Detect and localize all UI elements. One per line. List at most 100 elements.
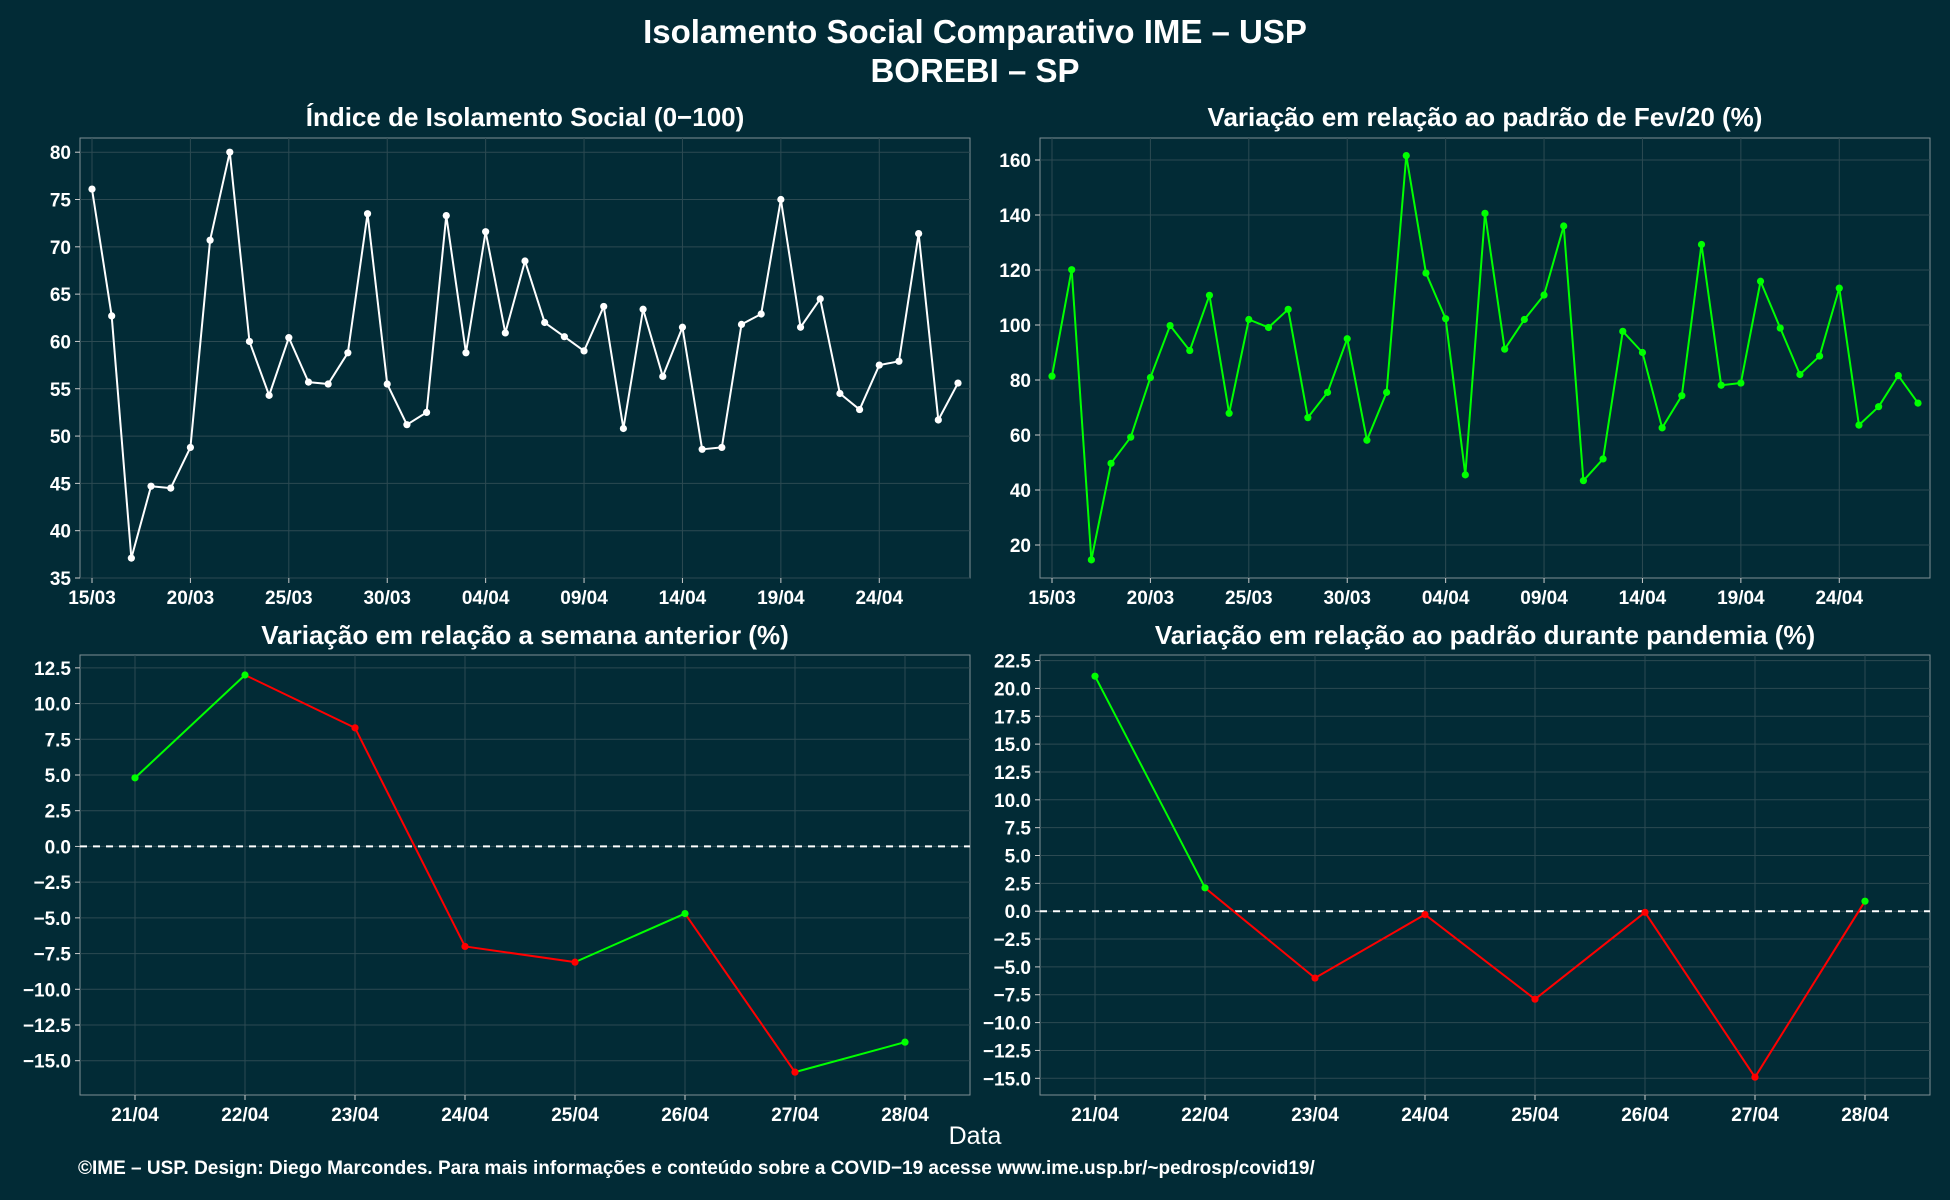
data-point	[1815, 352, 1824, 360]
y-tick-label: 80	[1010, 371, 1031, 392]
data-point	[285, 334, 293, 342]
y-tick-label: 60	[50, 332, 71, 353]
series-line-segment	[1661, 395, 1683, 429]
data-point	[1531, 995, 1539, 1003]
series-line-segment	[1129, 377, 1152, 438]
x-tick-label: 30/03	[1323, 588, 1371, 609]
plot-area-feb-variation	[1039, 137, 1931, 579]
data-point	[1323, 388, 1332, 396]
figure-title: Isolamento Social Comparativo IME – USP	[643, 13, 1307, 50]
data-point	[1751, 1073, 1759, 1081]
data-point	[442, 211, 450, 220]
data-point	[541, 318, 549, 327]
data-point	[226, 148, 234, 156]
data-point	[954, 379, 962, 387]
data-point	[206, 236, 214, 244]
data-point	[1776, 324, 1784, 332]
series-line-segment	[1314, 913, 1426, 979]
plot-area-pandemic-variation	[1039, 654, 1931, 1096]
series-line-segment	[1149, 325, 1172, 378]
y-tick-label: 7.5	[45, 730, 72, 751]
footer-credit: ©IME – USP. Design: Diego Marcondes. Par…	[78, 1158, 1315, 1179]
data-point	[1641, 908, 1649, 916]
series-line-segment	[1405, 155, 1427, 274]
x-tick-label: 26/04	[1621, 1105, 1669, 1126]
series-line-segment	[386, 383, 408, 426]
data-point	[1146, 373, 1155, 382]
series-line-segment	[1818, 287, 1841, 357]
x-tick-label: 20/03	[167, 588, 215, 609]
y-tick-label: 45	[50, 474, 72, 495]
series-line-segment	[858, 364, 881, 410]
y-tick-label: 2.5	[1005, 874, 1032, 895]
y-tick-label: −15.0	[983, 1069, 1031, 1090]
series-line-segment	[1754, 900, 1866, 1078]
data-point	[836, 389, 844, 398]
data-point	[304, 378, 313, 386]
data-point	[1461, 471, 1469, 479]
x-tick-label: 25/04	[551, 1105, 599, 1126]
x-tick-label: 27/04	[1731, 1105, 1779, 1126]
data-point	[1501, 345, 1509, 353]
y-tick-label: 140	[999, 206, 1031, 227]
series-line-segment	[1287, 309, 1309, 418]
series-line-segment	[937, 382, 959, 421]
series-line-segment	[1425, 272, 1447, 320]
series-line-segment	[1644, 911, 1756, 1078]
data-point	[167, 484, 175, 492]
series-line-segment	[169, 446, 192, 489]
data-point	[1087, 556, 1095, 564]
data-point	[915, 229, 923, 238]
series-line-segment	[1169, 324, 1191, 352]
y-tick-label: −5.0	[993, 958, 1031, 979]
data-point	[1304, 414, 1312, 422]
data-point	[1186, 346, 1194, 355]
y-tick-label: 35	[50, 569, 72, 590]
data-point	[1914, 399, 1922, 407]
y-tick-label: 7.5	[1005, 819, 1032, 840]
series-line-segment	[524, 260, 546, 323]
x-tick-label: 28/04	[881, 1105, 929, 1126]
y-tick-label: 0.0	[45, 837, 71, 858]
x-tick-label: 22/04	[1181, 1105, 1229, 1126]
data-point	[351, 724, 359, 732]
series-line-segment	[839, 392, 861, 411]
series-line-segment	[1680, 244, 1703, 396]
data-point	[1540, 291, 1548, 299]
data-point	[1599, 455, 1607, 463]
data-point	[1442, 315, 1450, 323]
series-line-segment	[1204, 887, 1316, 979]
series-line-segment	[1484, 213, 1506, 350]
series-line-segment	[244, 674, 356, 729]
x-tick-label: 14/04	[659, 588, 707, 609]
series-line-segment	[1070, 269, 1093, 560]
data-point	[265, 391, 273, 399]
x-tick-label: 15/03	[1028, 588, 1076, 609]
y-tick-label: 60	[1010, 426, 1031, 447]
data-point	[461, 942, 469, 951]
panel-title-feb-variation: Variação em relação ao padrão de Fev/20 …	[1207, 102, 1763, 132]
data-point	[934, 416, 942, 424]
series-line-segment	[287, 337, 310, 383]
series-line-segment	[819, 298, 841, 394]
series-line-segment	[574, 912, 686, 964]
data-point	[1225, 409, 1233, 417]
data-point	[1048, 372, 1056, 380]
x-tick-label: 22/04	[221, 1105, 269, 1126]
x-tick-label: 30/03	[363, 588, 411, 609]
data-point	[1264, 323, 1273, 332]
series-line-segment	[1385, 155, 1408, 393]
data-point	[1363, 436, 1371, 444]
y-tick-label: 0.0	[1005, 902, 1031, 923]
plot-area-isolation-index	[79, 137, 971, 579]
y-tick-label: 15.0	[994, 735, 1031, 756]
series-line-segment	[602, 306, 625, 429]
series-line-segment	[1503, 318, 1526, 350]
data-point	[1756, 277, 1765, 285]
data-point	[1421, 910, 1429, 919]
data-point	[521, 257, 529, 265]
data-point	[895, 357, 903, 365]
data-point	[127, 554, 135, 562]
data-point	[816, 295, 824, 303]
data-point	[186, 443, 195, 452]
